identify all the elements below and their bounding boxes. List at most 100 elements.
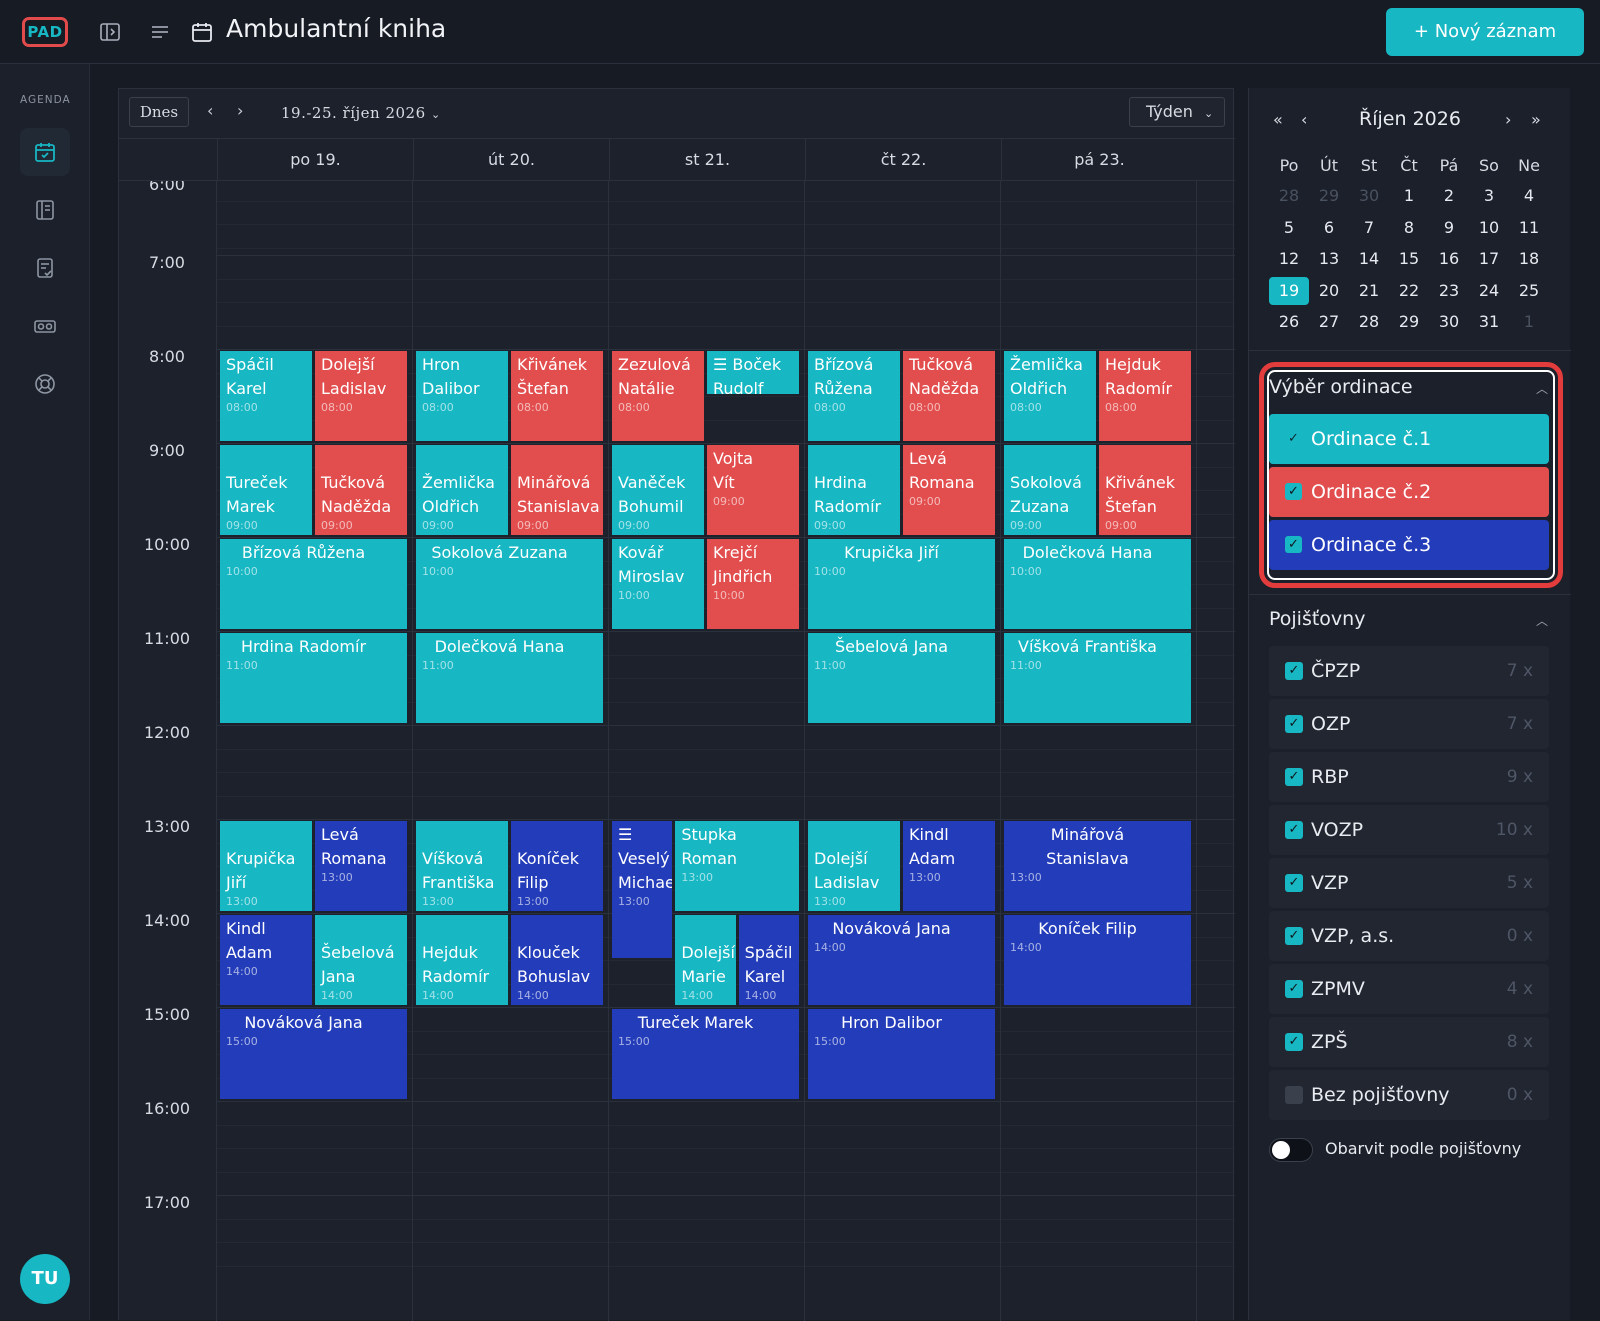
user-avatar[interactable]: TU	[20, 1254, 70, 1304]
appointment[interactable]: Klouček Bohuslav 14:00	[511, 915, 603, 1005]
checkbox-icon[interactable]: ✓	[1285, 715, 1303, 733]
checkbox-icon[interactable]: ✓	[1288, 431, 1299, 446]
appointment[interactable]: Křivánek Štefan 09:00	[1099, 445, 1191, 535]
appointment[interactable]: Břízová Růžena 08:00	[808, 351, 900, 441]
appointment[interactable]: Hrdina Radomír 11:00	[220, 633, 407, 723]
appointment[interactable]: Krejčí Jindřich 10:00	[707, 539, 799, 629]
next-week-button[interactable]: ›	[237, 101, 244, 120]
insurance-item[interactable]: ✓ VZP, a.s. 0 x	[1269, 911, 1549, 961]
sidebar-item-list[interactable]	[20, 186, 70, 234]
appointment[interactable]: Koníček Filip 14:00	[1004, 915, 1191, 1005]
day-cell[interactable]: 20	[1318, 280, 1340, 300]
day-cell[interactable]: 17	[1478, 249, 1500, 268]
day-cell[interactable]: 21	[1358, 280, 1380, 300]
day-cell[interactable]: 15	[1398, 249, 1420, 268]
appointment[interactable]: Tureček Marek 09:00	[220, 445, 312, 535]
ordinace-item[interactable]: ✓ Ordinace č.3	[1269, 520, 1549, 570]
today-button[interactable]: Dnes	[129, 97, 189, 127]
appointment[interactable]: Tučková Naděžda 09:00	[315, 445, 407, 535]
day-cell[interactable]: 31	[1478, 312, 1500, 331]
appointment[interactable]: Hejduk Radomír 08:00	[1099, 351, 1191, 441]
checkbox-icon[interactable]: ✓	[1285, 927, 1303, 945]
checkbox-icon[interactable]: ✓	[1285, 483, 1302, 500]
day-cell[interactable]: 8	[1403, 217, 1415, 237]
date-range-select[interactable]: 19.-25. říjen 2026 ⌄	[281, 104, 441, 122]
appointment[interactable]: Křivánek Štefan 08:00	[511, 351, 603, 441]
checkbox-icon[interactable]: ✓	[1285, 1033, 1303, 1051]
checkbox-icon[interactable]: ✓	[1285, 874, 1303, 892]
insurance-item[interactable]: ✓ ZPMV 4 x	[1269, 964, 1549, 1014]
appointment[interactable]: Zezulová Natálie 08:00	[612, 351, 704, 441]
day-cell[interactable]: 23	[1438, 280, 1460, 300]
day-cell[interactable]: 14	[1358, 249, 1380, 268]
appointment[interactable]: Tučková Naděžda 08:00	[903, 351, 995, 441]
next-month-button[interactable]: ›	[1505, 110, 1512, 129]
appointment[interactable]: Sokolová Zuzana 09:00	[1004, 445, 1096, 535]
appointment[interactable]: Minářová Stanislava 09:00	[511, 445, 603, 535]
appointment[interactable]: Hrdina Radomír 09:00	[808, 445, 900, 535]
prev-month-button[interactable]: ‹	[1301, 110, 1308, 129]
appointment[interactable]: ☰ Boček Rudolf	[707, 351, 799, 394]
insurance-item[interactable]: ✓ OZP 7 x	[1269, 699, 1549, 749]
day-cell[interactable]: 5	[1283, 217, 1295, 237]
next-year-button[interactable]: »	[1531, 110, 1541, 129]
appointment[interactable]: Hejduk Radomír 14:00	[416, 915, 508, 1005]
checkbox-icon[interactable]: ✓	[1285, 980, 1303, 998]
new-record-button[interactable]: + Nový záznam	[1386, 8, 1584, 56]
day-cell[interactable]: 29	[1318, 186, 1340, 205]
chevron-up-icon[interactable]: ︿	[1535, 614, 1548, 628]
sidebar-item-calendar[interactable]	[20, 128, 70, 176]
day-cell[interactable]: 4	[1523, 186, 1535, 205]
day-cell[interactable]: 9	[1443, 217, 1455, 237]
insurance-item[interactable]: ✓ Bez pojišťovny 0 x	[1269, 1070, 1549, 1120]
appointment[interactable]: Víšková Františka 13:00	[416, 821, 508, 911]
appointment[interactable]: Šebelová Jana 14:00	[315, 915, 407, 1005]
day-cell[interactable]: 22	[1398, 280, 1420, 300]
sidebar-toggle-icon[interactable]	[98, 20, 122, 44]
day-cell[interactable]: 6	[1323, 217, 1335, 237]
insurance-item[interactable]: ✓ ČPZP 7 x	[1269, 646, 1549, 696]
appointment[interactable]: Koníček Filip 13:00	[511, 821, 603, 911]
appointment[interactable]: Krupička Jiří 13:00	[220, 821, 312, 911]
day-cell[interactable]: 28	[1358, 312, 1380, 331]
day-cell[interactable]: 11	[1518, 217, 1540, 237]
appointment[interactable]: Kindl Adam 13:00	[903, 821, 995, 911]
sidebar-item-records[interactable]	[20, 244, 70, 292]
day-cell[interactable]: 28	[1278, 186, 1300, 205]
prev-year-button[interactable]: «	[1273, 110, 1283, 129]
appointment[interactable]: ☰ Veselý Michae 13:00	[612, 821, 673, 958]
checkbox-icon[interactable]: ✓	[1285, 536, 1302, 553]
appointment[interactable]: Spáčil Karel 14:00	[738, 915, 799, 1005]
insurance-item[interactable]: ✓ VOZP 10 x	[1269, 805, 1549, 855]
checkbox-icon[interactable]: ✓	[1285, 662, 1303, 680]
appointment[interactable]: Žemlička Oldřich 09:00	[416, 445, 508, 535]
sidebar-item-support[interactable]	[20, 360, 70, 408]
appointment[interactable]: Šebelová Jana 11:00	[808, 633, 995, 723]
appointment[interactable]: Dolečková Hana 11:00	[416, 633, 603, 723]
day-cell[interactable]: 27	[1318, 312, 1340, 331]
appointment[interactable]: Dolejší Ladislav 13:00	[808, 821, 900, 911]
day-cell[interactable]: 2	[1443, 186, 1455, 205]
appointment[interactable]: Nováková Jana 15:00	[220, 1009, 407, 1099]
appointment[interactable]: Dolečková Hana 10:00	[1004, 539, 1191, 629]
sidebar-item-cards[interactable]	[20, 302, 70, 350]
day-cell[interactable]: 29	[1398, 312, 1420, 331]
appointment[interactable]: Krupička Jiří 10:00	[808, 539, 995, 629]
checkbox-icon[interactable]: ✓	[1285, 821, 1303, 839]
day-cell[interactable]: 25	[1518, 280, 1540, 300]
selected-day[interactable]: 19	[1269, 276, 1309, 305]
appointment[interactable]: Kovář Miroslav 10:00	[612, 539, 704, 629]
day-cell[interactable]: 24	[1478, 280, 1500, 300]
appointment[interactable]: Víšková Františka 11:00	[1004, 633, 1191, 723]
insurance-item[interactable]: ✓ RBP 9 x	[1269, 752, 1549, 802]
appointment[interactable]: Břízová Růžena 10:00	[220, 539, 407, 629]
day-cell[interactable]: 26	[1278, 312, 1300, 331]
appointment[interactable]: Sokolová Zuzana 10:00	[416, 539, 603, 629]
chevron-up-icon[interactable]: ︿	[1535, 382, 1548, 396]
day-cell[interactable]: 1	[1403, 186, 1415, 205]
day-cell[interactable]: 10	[1478, 217, 1500, 237]
appointment[interactable]: Nováková Jana 14:00	[808, 915, 995, 1005]
appointment[interactable]: Levá Romana 09:00	[903, 445, 995, 535]
appointment[interactable]: Spáčil Karel 08:00	[220, 351, 312, 441]
day-cell[interactable]: 12	[1278, 249, 1300, 268]
